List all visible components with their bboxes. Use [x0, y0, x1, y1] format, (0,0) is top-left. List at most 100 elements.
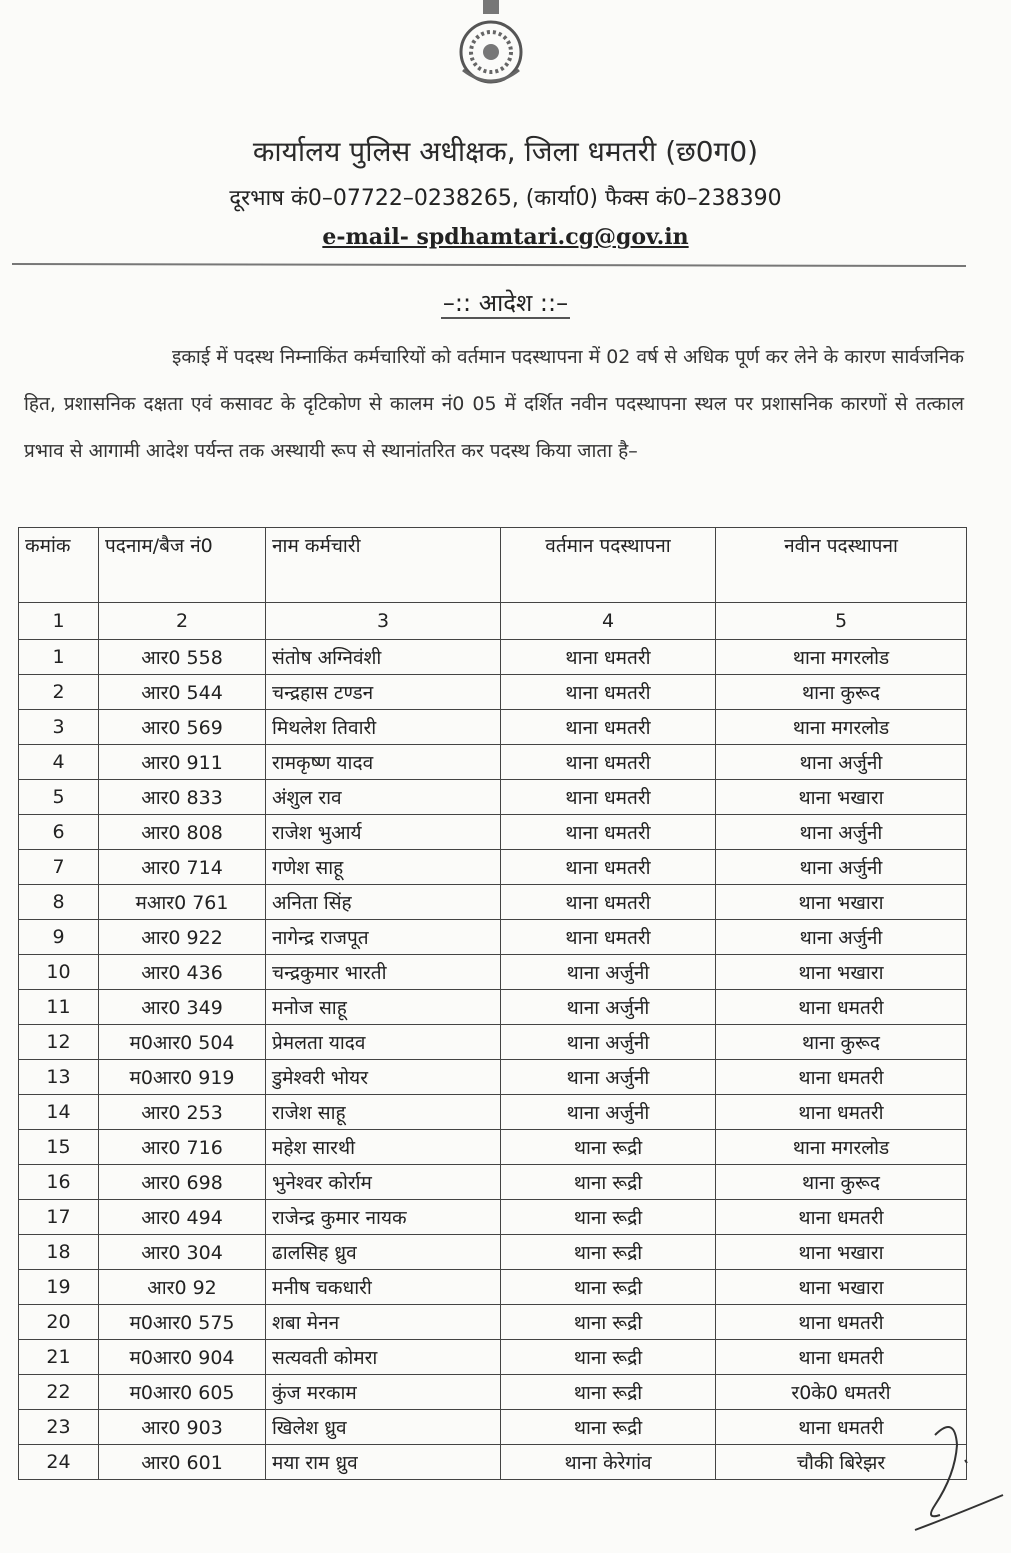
- office-title: कार्यालय पुलिस अधीक्षक, जिला धमतरी (छ0ग0…: [252, 135, 759, 168]
- table-row: 22 म0आर0 605 कुंज मरकाम थाना रूद्री र0के0 धम…: [18, 1374, 967, 1410]
- designation-badge-cell: म0आर0 904: [98, 1339, 266, 1375]
- new-posting-cell: थाना धमतरी: [715, 1304, 967, 1340]
- employee-name-cell: मनोज साहू: [265, 989, 501, 1025]
- column-number: 5: [715, 602, 967, 640]
- employee-name-cell: मनीष चकधारी: [265, 1269, 501, 1305]
- employee-name-cell: राजेन्द्र कुमार नायक: [265, 1199, 501, 1235]
- designation-badge-cell: आर0 349: [98, 989, 266, 1025]
- table-row: 4 आर0 911 रामकृष्ण यादव थाना धमतरी थाना अर्ज…: [18, 744, 967, 780]
- table-row: 15 आर0 716 महेश सारथी थाना रूद्री थाना मगरलो…: [18, 1129, 967, 1165]
- designation-badge-cell: आर0 436: [98, 954, 266, 990]
- new-posting-cell: थाना कुरूद: [715, 1164, 967, 1200]
- new-posting-cell: थाना धमतरी: [715, 1059, 967, 1095]
- current-posting-cell: थाना धमतरी: [500, 639, 716, 675]
- designation-badge-cell: आर0 544: [98, 674, 266, 710]
- header-divider: [11, 263, 967, 267]
- employee-name-cell: कुंज मरकाम: [265, 1374, 501, 1410]
- table-row: 1 आर0 558 संतोष अग्निवंशी थाना धमतरी थाना मग…: [18, 639, 967, 675]
- serial-cell: 3: [18, 709, 99, 745]
- employee-name-cell: शबा मेनन: [265, 1304, 501, 1340]
- designation-badge-cell: म0आर0 919: [98, 1059, 266, 1095]
- current-posting-cell: थाना धमतरी: [500, 779, 716, 815]
- designation-badge-cell: आर0 494: [98, 1199, 266, 1235]
- new-posting-cell: थाना भखारा: [715, 954, 967, 990]
- new-posting-cell: थाना भखारा: [715, 1234, 967, 1270]
- serial-cell: 12: [18, 1024, 99, 1060]
- current-posting-cell: थाना केरेगांव: [500, 1444, 716, 1480]
- current-posting-cell: थाना धमतरी: [500, 709, 716, 745]
- order-heading: –:: आदेश ::–: [0, 286, 1011, 319]
- employee-name-cell: ढालसिह ध्रुव: [265, 1234, 501, 1270]
- serial-cell: 17: [18, 1199, 99, 1235]
- new-posting-cell: थाना मगरलोड: [715, 639, 967, 675]
- designation-badge-cell: आर0 698: [98, 1164, 266, 1200]
- designation-badge-cell: म0आर0 504: [98, 1024, 266, 1060]
- column-number: 3: [265, 602, 501, 640]
- serial-cell: 4: [18, 744, 99, 780]
- employee-name-cell: प्रेमलता यादव: [265, 1024, 501, 1060]
- employee-name-cell: महेश सारथी: [265, 1129, 501, 1165]
- table-row: 11 आर0 349 मनोज साहू थाना अर्जुनी थाना धमतरी: [18, 989, 967, 1025]
- column-number-row: 1 2 3 4 5: [18, 602, 967, 640]
- new-posting-cell: थाना अर्जुनी: [715, 849, 967, 885]
- email-line: e-mail- spdhamtari.cg@gov.in: [322, 224, 689, 250]
- table-row: 17 आर0 494 राजेन्द्र कुमार नायक थाना रूद्री…: [18, 1199, 967, 1235]
- current-posting-cell: थाना रूद्री: [500, 1339, 716, 1375]
- current-posting-cell: थाना रूद्री: [500, 1199, 716, 1235]
- current-posting-cell: थाना धमतरी: [500, 814, 716, 850]
- designation-badge-cell: आर0 253: [98, 1094, 266, 1130]
- serial-cell: 8: [18, 884, 99, 920]
- new-posting-cell: थाना अर्जुनी: [715, 919, 967, 955]
- order-paragraph-text: इकाई में पदस्थ निम्नाकिंत कर्मचारियों को…: [24, 346, 964, 462]
- table-row: 20 म0आर0 575 शबा मेनन थाना रूद्री थाना धमतरी: [18, 1304, 967, 1340]
- new-posting-cell: थाना कुरूद: [715, 1024, 967, 1060]
- designation-badge-cell: आर0 601: [98, 1444, 266, 1480]
- designation-badge-cell: आर0 922: [98, 919, 266, 955]
- employee-name-cell: अंशुल राव: [265, 779, 501, 815]
- column-number: 4: [500, 602, 716, 640]
- new-posting-cell: थाना भखारा: [715, 884, 967, 920]
- employee-name-cell: मिथलेश तिवारी: [265, 709, 501, 745]
- new-posting-cell: थाना कुरूद: [715, 674, 967, 710]
- current-posting-cell: थाना धमतरी: [500, 884, 716, 920]
- table-header-row: कमांक पदनाम/बैज नं0 नाम कर्मचारी वर्तमान…: [18, 527, 967, 603]
- current-posting-cell: थाना धमतरी: [500, 744, 716, 780]
- current-posting-cell: थाना अर्जुनी: [500, 1094, 716, 1130]
- designation-badge-cell: आर0 92: [98, 1269, 266, 1305]
- new-posting-cell: थाना धमतरी: [715, 1339, 967, 1375]
- table-row: 5 आर0 833 अंशुल राव थाना धमतरी थाना भखारा: [18, 779, 967, 815]
- serial-cell: 24: [18, 1444, 99, 1480]
- table-row: 8 मआर0 761 अनिता सिंह थाना धमतरी थाना भखारा: [18, 884, 967, 920]
- table-row: 18 आर0 304 ढालसिह ध्रुव थाना रूद्री थाना भखा…: [18, 1234, 967, 1270]
- column-number: 1: [18, 602, 99, 640]
- designation-badge-cell: आर0 569: [98, 709, 266, 745]
- table-row: 6 आर0 808 राजेश भुआर्य थाना धमतरी थाना अर्जु…: [18, 814, 967, 850]
- order-paragraph: इकाई में पदस्थ निम्नाकिंत कर्मचारियों को…: [24, 334, 964, 475]
- serial-cell: 11: [18, 989, 99, 1025]
- new-posting-cell: थाना अर्जुनी: [715, 814, 967, 850]
- current-posting-cell: थाना रूद्री: [500, 1164, 716, 1200]
- table-row: 19 आर0 92 मनीष चकधारी थाना रूद्री थाना भखारा: [18, 1269, 967, 1305]
- new-posting-cell: थाना भखारा: [715, 1269, 967, 1305]
- serial-cell: 19: [18, 1269, 99, 1305]
- table-row: 12 म0आर0 504 प्रेमलता यादव थाना अर्जुनी थाना…: [18, 1024, 967, 1060]
- designation-badge-cell: आर0 714: [98, 849, 266, 885]
- police-emblem-icon: [459, 0, 523, 84]
- header-designation: पदनाम/बैज नं0: [98, 527, 266, 603]
- employee-name-cell: अनिता सिंह: [265, 884, 501, 920]
- current-posting-cell: थाना धमतरी: [500, 919, 716, 955]
- table-row: 24 आर0 601 मया राम ध्रुव थाना केरेगांव चौकी …: [18, 1444, 967, 1480]
- current-posting-cell: थाना रूद्री: [500, 1269, 716, 1305]
- new-posting-cell: थाना अर्जुनी: [715, 744, 967, 780]
- new-posting-cell: थाना मगरलोड: [715, 1129, 967, 1165]
- employee-name-cell: मया राम ध्रुव: [265, 1444, 501, 1480]
- new-posting-cell: थाना धमतरी: [715, 1199, 967, 1235]
- column-number: 2: [98, 602, 266, 640]
- designation-badge-cell: मआर0 761: [98, 884, 266, 920]
- employee-name-cell: राजेश भुआर्य: [265, 814, 501, 850]
- table-row: 13 म0आर0 919 डुमेश्वरी भोयर थाना अर्जुनी थान…: [18, 1059, 967, 1095]
- table-row: 21 म0आर0 904 सत्यवती कोमरा थाना रूद्री थाना …: [18, 1339, 967, 1375]
- serial-cell: 23: [18, 1409, 99, 1445]
- current-posting-cell: थाना अर्जुनी: [500, 1024, 716, 1060]
- serial-cell: 13: [18, 1059, 99, 1095]
